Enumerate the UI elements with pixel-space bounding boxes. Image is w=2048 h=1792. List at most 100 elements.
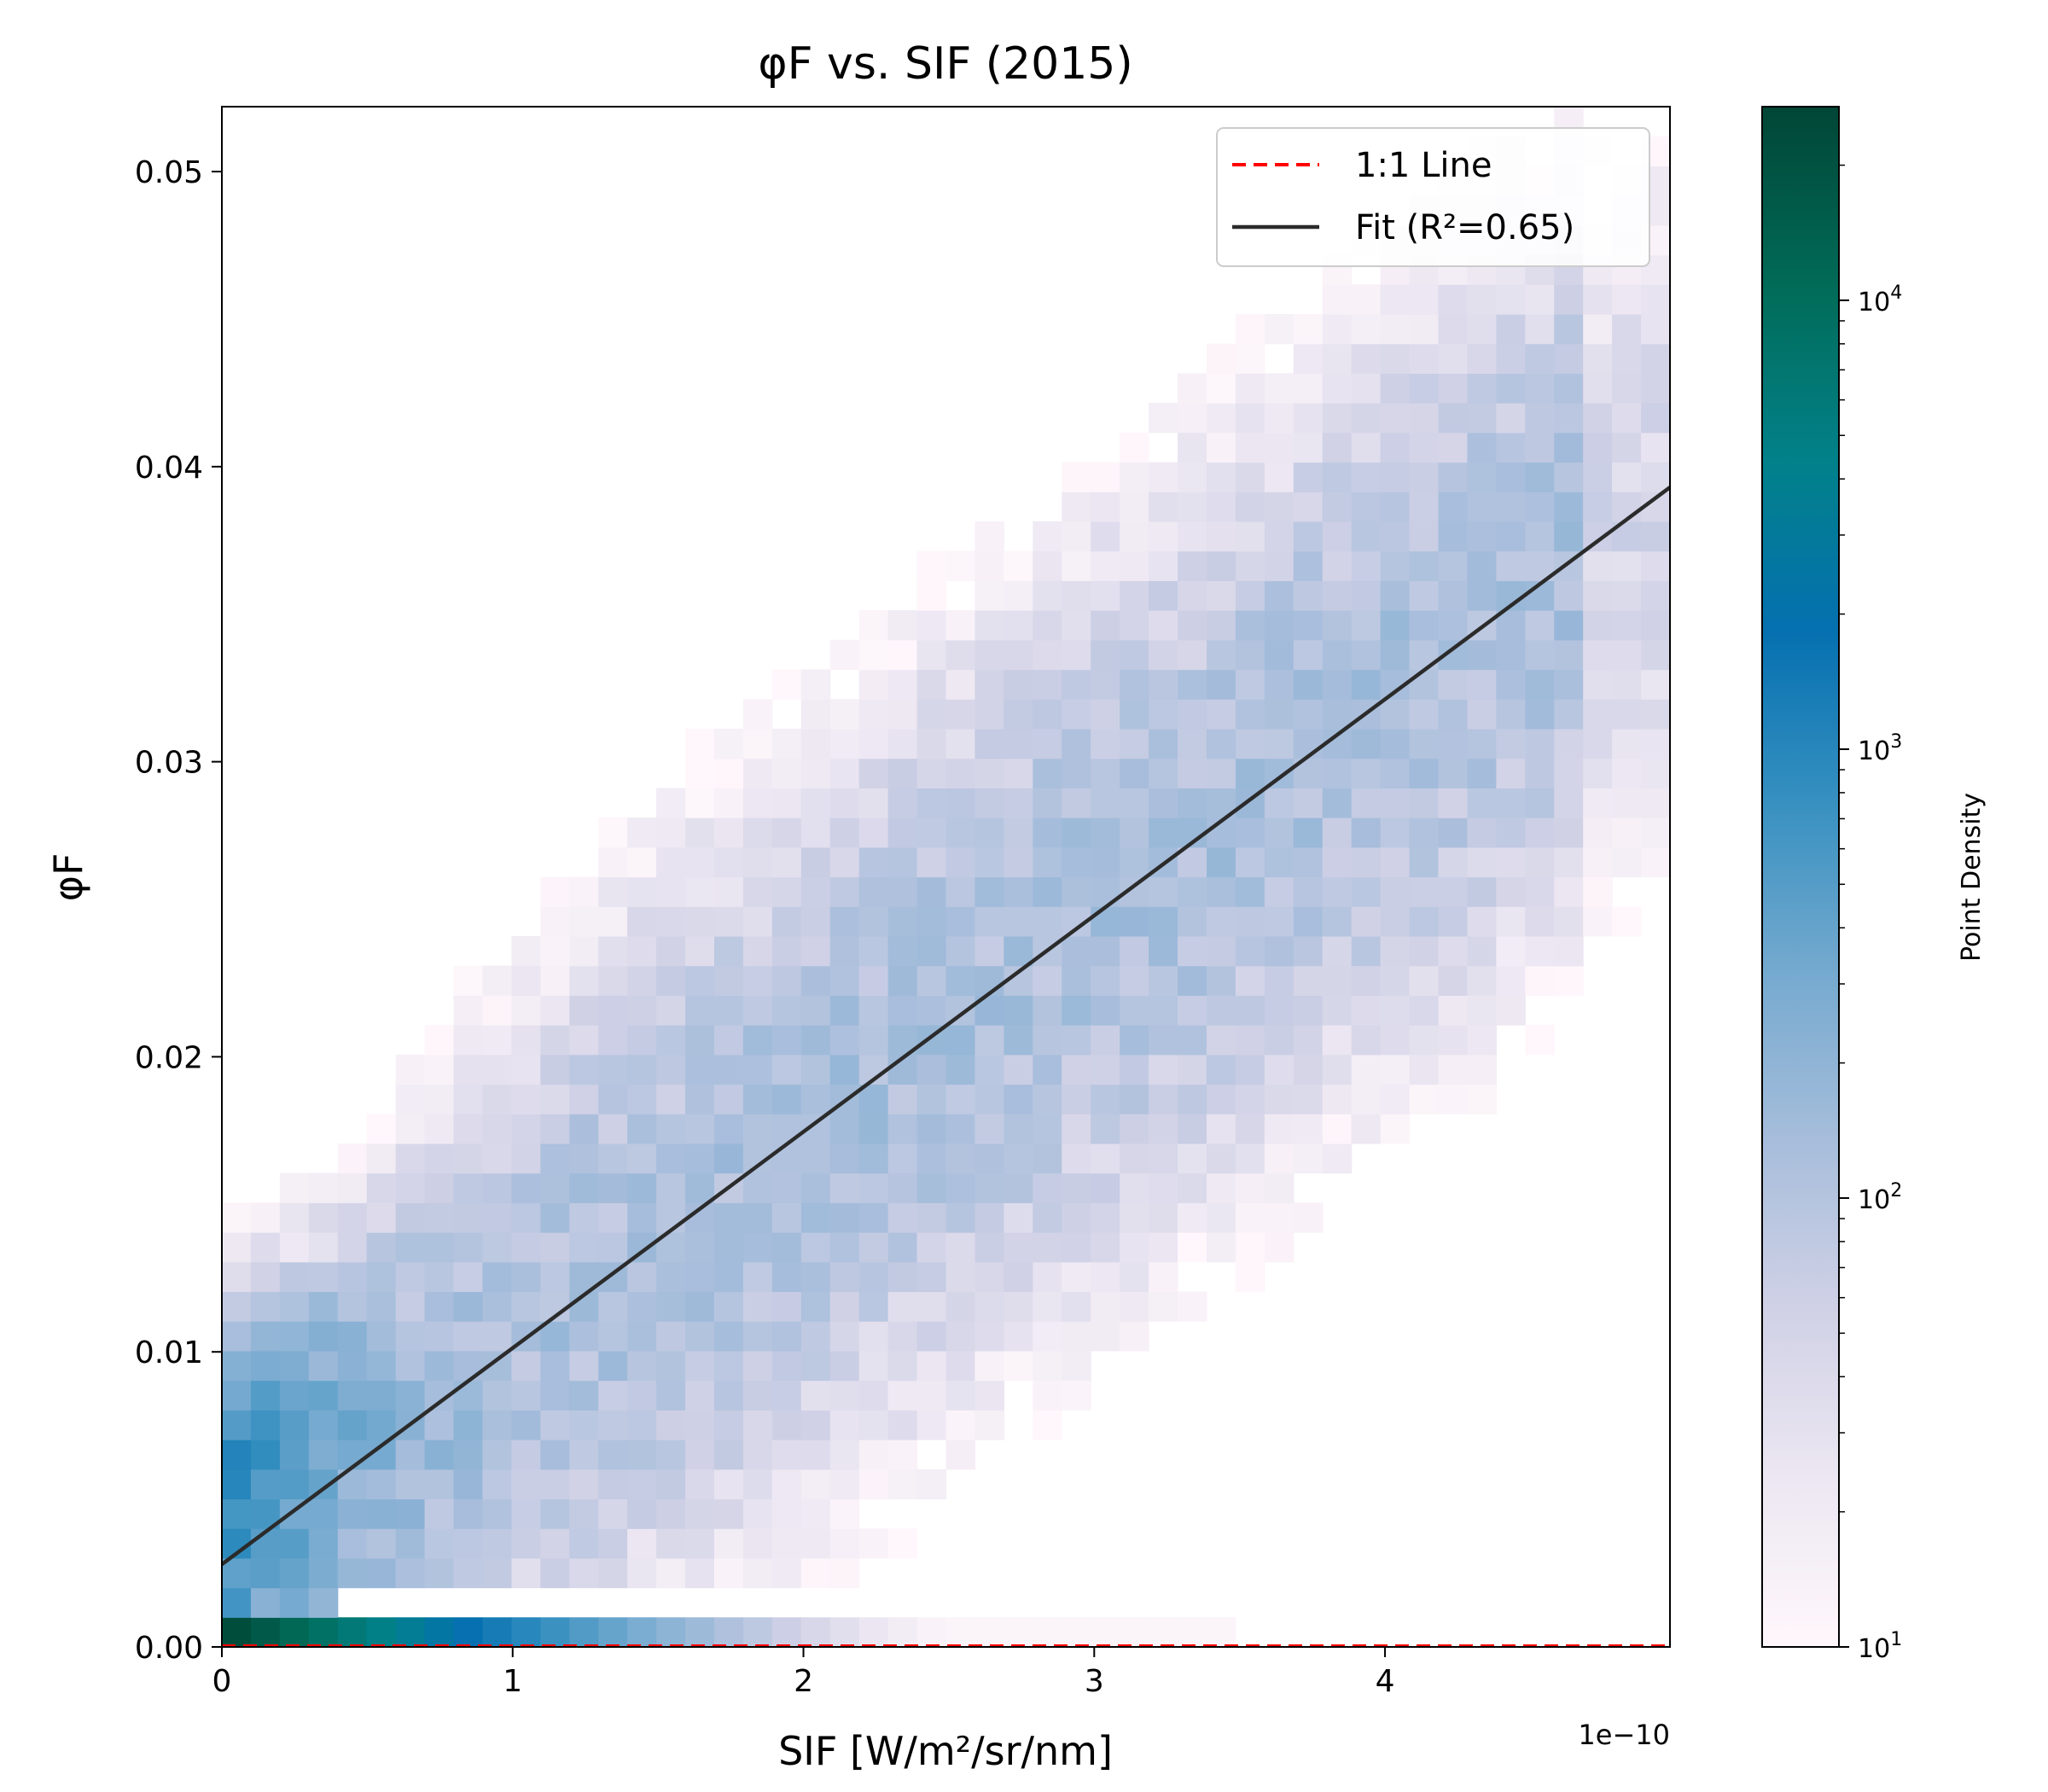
heatmap-cell [1149, 669, 1178, 700]
heatmap-cell [916, 610, 947, 641]
heatmap-cell [975, 935, 1004, 967]
heatmap-cell [1004, 728, 1033, 759]
heatmap-cell [1409, 906, 1440, 937]
heatmap-cell [482, 1498, 512, 1529]
heatmap-cell [975, 1380, 1004, 1411]
heatmap-cell [1004, 669, 1033, 700]
heatmap-cell [250, 1557, 281, 1589]
heatmap-cell [829, 876, 860, 907]
heatmap-cell [1293, 847, 1324, 878]
heatmap-cell [656, 1291, 686, 1322]
heatmap-cell [1438, 521, 1469, 552]
heatmap-cell [975, 1084, 1004, 1114]
heatmap-cell [1120, 965, 1149, 996]
heatmap-cell [222, 1232, 252, 1263]
heatmap-cell [1496, 995, 1526, 1026]
heatmap-cell [1206, 462, 1236, 492]
heatmap-cell [713, 1380, 744, 1411]
heatmap-cell [1438, 432, 1469, 463]
heatmap-cell [540, 876, 570, 907]
heatmap-cell [742, 1054, 773, 1085]
heatmap-cell [569, 1528, 599, 1559]
heatmap-cell [1438, 580, 1469, 611]
heatmap-cell [1062, 462, 1091, 492]
heatmap-cell [1091, 1114, 1120, 1144]
heatmap-cell [713, 1410, 744, 1440]
heatmap-cell [1351, 817, 1382, 848]
heatmap-cell [1409, 373, 1440, 404]
heatmap-cell [771, 1232, 802, 1263]
heatmap-cell [627, 1054, 657, 1085]
heatmap-cell [1351, 669, 1382, 700]
heatmap-cell [1206, 580, 1236, 611]
heatmap-cell [1235, 550, 1265, 581]
heatmap-cell [1293, 403, 1324, 433]
heatmap-cell [1235, 462, 1265, 492]
heatmap-cell [1409, 462, 1440, 492]
heatmap-cell [424, 1172, 455, 1203]
heatmap-cell [656, 995, 686, 1026]
x-axis-label: SIF [W/m²/sr/nm] [778, 1728, 1113, 1774]
heatmap-cell [250, 1469, 281, 1500]
heatmap-cell [1351, 432, 1382, 463]
heatmap-cell [1554, 432, 1584, 463]
heatmap-cell [279, 1410, 310, 1440]
heatmap-cell [945, 906, 976, 937]
heatmap-cell [771, 965, 802, 996]
heatmap-cell [511, 1617, 541, 1647]
heatmap-cell [858, 1143, 889, 1174]
heatmap-cell [945, 1054, 976, 1085]
heatmap-cell [627, 1498, 657, 1529]
heatmap-cell [1062, 639, 1091, 671]
heatmap-cell [1149, 550, 1178, 581]
heatmap-cell [250, 1202, 281, 1233]
heatmap-cell [1149, 965, 1178, 996]
heatmap-cell [1438, 817, 1469, 848]
heatmap-cell [482, 1617, 512, 1647]
heatmap-cell [1525, 432, 1555, 463]
heatmap-cell [713, 1261, 744, 1293]
heatmap-cell [916, 1410, 947, 1440]
heatmap-cell [1409, 639, 1440, 671]
heatmap-cell [829, 639, 860, 671]
heatmap-cell [887, 965, 918, 996]
heatmap-cell [424, 1143, 455, 1174]
heatmap-cell [916, 1350, 947, 1382]
heatmap-cell [1178, 550, 1207, 581]
heatmap-cell [1235, 610, 1265, 641]
heatmap-cell [1235, 521, 1265, 552]
heatmap-cell [1322, 492, 1353, 522]
heatmap-cell [1554, 669, 1584, 700]
heatmap-cell [945, 1410, 976, 1440]
heatmap-cell [858, 995, 889, 1026]
heatmap-cell [656, 1143, 686, 1174]
heatmap-cell [887, 1440, 918, 1470]
heatmap-cell [1641, 580, 1670, 611]
heatmap-cell [1525, 847, 1555, 878]
heatmap-cell [1033, 1410, 1062, 1440]
heatmap-cell [453, 1440, 484, 1470]
heatmap-cell [916, 995, 947, 1026]
heatmap-cell [1206, 876, 1236, 907]
heatmap-cell [1525, 728, 1555, 759]
heatmap-cell [366, 1321, 397, 1352]
heatmap-cell [1554, 758, 1584, 788]
heatmap-cell [1554, 935, 1584, 967]
heatmap-cell [742, 1114, 773, 1144]
heatmap-cell [685, 995, 715, 1026]
heatmap-cell [1351, 788, 1382, 818]
heatmap-cell [1380, 610, 1411, 641]
heatmap-cell [1264, 728, 1295, 759]
heatmap-cell [742, 1469, 773, 1500]
heatmap-cell [1351, 728, 1382, 759]
heatmap-cell [1264, 610, 1295, 641]
heatmap-cell [1091, 699, 1120, 730]
heatmap-cell [482, 1291, 512, 1322]
heatmap-cell [742, 817, 773, 848]
heatmap-cell [1438, 373, 1469, 404]
heatmap-cell [453, 1261, 484, 1293]
heatmap-cell [1206, 995, 1236, 1026]
heatmap-cell [1467, 580, 1497, 611]
heatmap-cell [829, 1143, 860, 1174]
